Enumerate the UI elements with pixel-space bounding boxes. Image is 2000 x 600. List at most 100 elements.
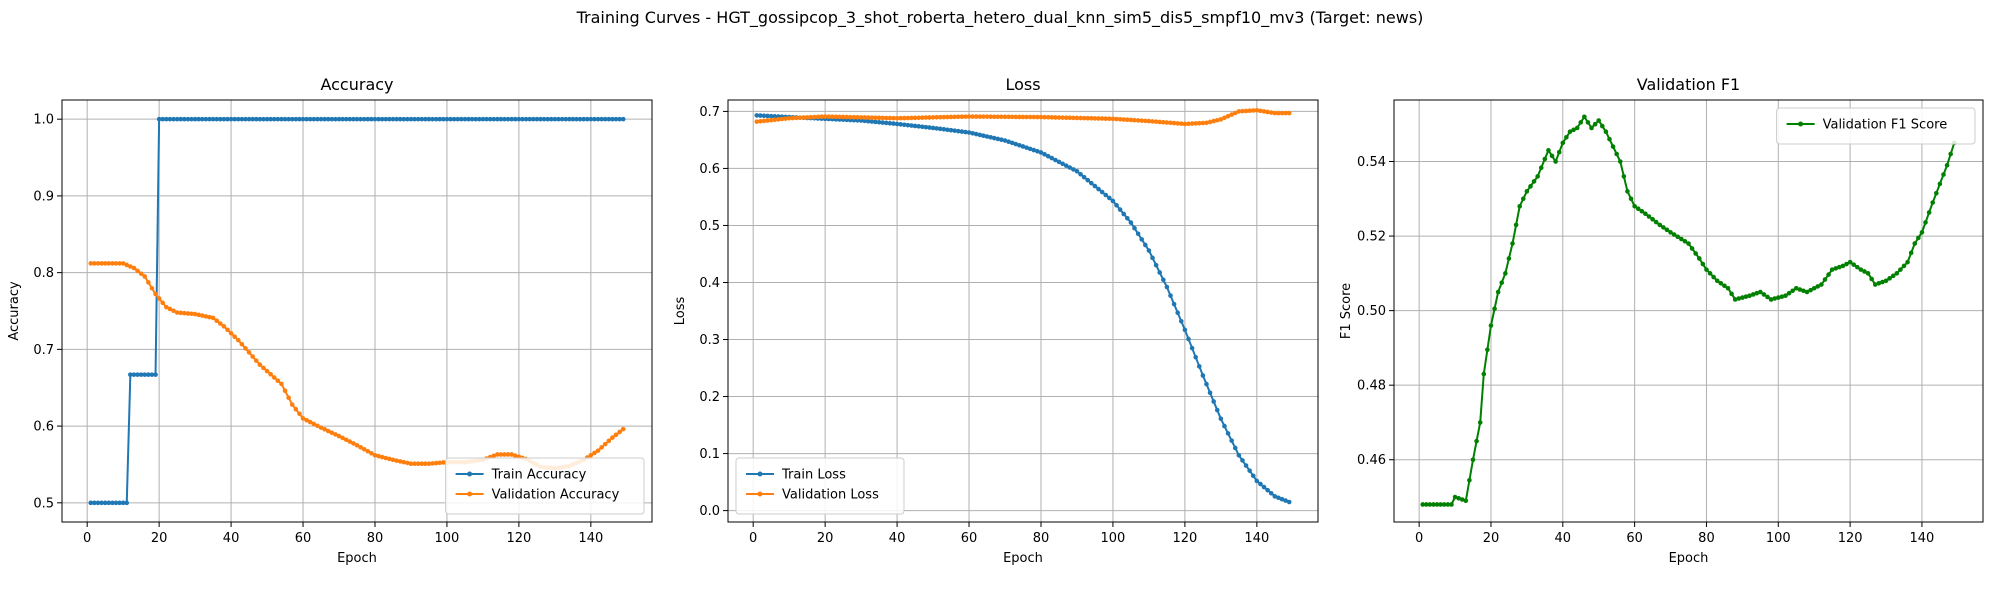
x-axis-label: Epoch: [337, 551, 377, 566]
x-tick-label: 140: [1244, 531, 1269, 546]
data-point: [106, 500, 112, 506]
data-point: [592, 116, 597, 122]
figure-suptitle: Training Curves - HGT_gossipcop_3_shot_r…: [576, 8, 1424, 27]
data-point: [340, 116, 345, 122]
data-point: [758, 118, 763, 124]
data-point: [325, 116, 331, 122]
data-point: [1236, 109, 1242, 114]
data-point: [1272, 494, 1278, 499]
data-point: [1467, 477, 1472, 483]
data-point: [1258, 108, 1263, 114]
data-point: [977, 114, 983, 119]
data-point: [1114, 116, 1119, 122]
data-point: [149, 372, 155, 377]
data-point: [1232, 110, 1238, 116]
data-point: [1424, 502, 1429, 507]
data-point: [243, 346, 248, 351]
data-point: [991, 135, 997, 141]
data-point: [1121, 117, 1127, 122]
data-point: [1682, 238, 1688, 244]
data-point: [1528, 184, 1533, 189]
data-point: [387, 456, 392, 462]
data-point: [912, 123, 918, 129]
data-point: [765, 118, 770, 123]
data-point: [991, 114, 997, 120]
data-point: [1196, 120, 1202, 126]
data-point: [1833, 266, 1839, 271]
data-point: [1790, 288, 1795, 294]
data-point: [610, 116, 615, 122]
data-point: [343, 116, 349, 122]
data-point: [876, 119, 882, 125]
data-point: [1941, 172, 1946, 177]
data-point: [761, 118, 767, 124]
data-point: [1056, 115, 1062, 120]
y-tick-label: 0.7: [699, 105, 720, 120]
data-point: [916, 115, 921, 121]
data-point: [937, 126, 943, 132]
data-point: [602, 116, 608, 122]
data-point: [1524, 189, 1530, 194]
data-point: [1905, 259, 1910, 265]
data-point: [952, 128, 957, 133]
data-point: [307, 116, 313, 122]
data-point: [135, 372, 140, 377]
data-point: [1085, 177, 1091, 183]
data-point: [963, 129, 968, 135]
data-point: [1538, 165, 1544, 171]
data-point: [351, 116, 356, 122]
data-point: [1743, 294, 1749, 299]
data-point: [840, 114, 846, 120]
data-point: [948, 127, 954, 133]
data-point: [1944, 162, 1950, 168]
data-point: [1506, 256, 1512, 261]
data-point: [117, 261, 122, 266]
data-point: [433, 116, 439, 122]
data-point: [1272, 110, 1278, 116]
data-point: [1164, 120, 1170, 125]
data-point: [765, 113, 770, 119]
data-point: [495, 452, 500, 457]
data-point: [1056, 159, 1062, 165]
data-point: [1582, 114, 1587, 120]
data-point: [210, 116, 216, 122]
data-point: [1074, 168, 1080, 174]
data-point: [545, 116, 550, 122]
data-point: [563, 116, 568, 122]
x-tick-label: 140: [578, 531, 603, 546]
data-point: [228, 116, 234, 122]
data-point: [207, 116, 212, 122]
data-point: [1258, 481, 1263, 487]
data-point: [1844, 261, 1849, 267]
data-point: [973, 114, 979, 119]
data-point: [102, 261, 108, 266]
data-point: [941, 127, 947, 132]
data-point: [1499, 280, 1505, 285]
data-point: [1786, 290, 1792, 296]
data-point: [772, 114, 778, 119]
data-point: [1006, 139, 1011, 144]
data-point: [1009, 140, 1015, 146]
data-point: [217, 321, 223, 326]
data-point: [221, 116, 227, 122]
data-point: [257, 362, 263, 368]
data-point: [779, 116, 785, 122]
data-point: [923, 115, 929, 120]
data-point: [271, 116, 277, 122]
data-point: [336, 116, 342, 122]
data-point: [801, 115, 806, 120]
series-validation-accuracy: [88, 261, 626, 471]
data-point: [128, 264, 133, 269]
data-point: [1707, 271, 1713, 276]
data-point: [1600, 123, 1605, 129]
data-point: [1919, 230, 1925, 235]
data-point: [1204, 381, 1209, 387]
data-point: [390, 116, 396, 122]
data-point: [153, 291, 158, 297]
data-point: [221, 324, 227, 329]
data-point: [142, 274, 148, 279]
data-point: [1639, 208, 1645, 214]
data-point: [164, 304, 169, 310]
data-point: [1189, 121, 1195, 126]
x-tick-label: 120: [1838, 531, 1863, 546]
